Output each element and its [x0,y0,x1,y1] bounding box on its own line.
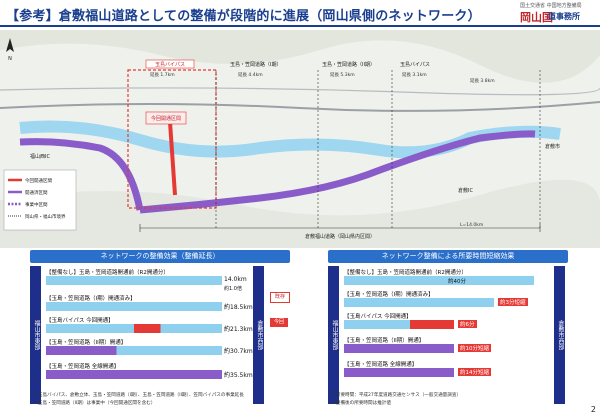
label-tamashima-box [145,59,195,69]
left-panel-side-text: 福山市東部 [33,320,40,350]
right-panel-side-right: 倉敷市西部 [554,266,565,404]
svg-text:N: N [8,56,12,62]
logo-main-text: 岡山国 [520,11,553,24]
right-row-4-label: 【玉島・笠岡道路 全線開通】 [344,362,418,368]
label-section-1-len: 延長 4.4km [238,71,263,78]
left-row-2-label: 【玉島バイパス 今回開通】 [46,318,114,324]
left-row-4-value: 約35.5km [224,372,253,379]
agency-logo: 国土交通省 中国地方整備局 岡山国 道事務所 [520,2,598,24]
badge-current: 今回 [270,318,288,327]
right-row-0-bar [344,276,534,285]
left-note-1: ※玉島・笠岡道路（II期）は事業中（今回開通区間を含む） [34,401,156,406]
right-row-2-label: 【玉島バイパス 今回開通】 [344,314,412,320]
existing-road-2 [0,87,600,96]
left-row-0-label: 【整備なし】玉島・笠岡道路開通前（R2開通分） [46,270,169,276]
logo-small-text: 国土交通省 中国地方整備局 [520,3,582,9]
right-panel-side: 福山市東部 [328,266,339,404]
right-panel-head: ネットワーク整備による所要時間短縮効果 [328,250,568,263]
left-row-1-bar [46,302,222,311]
red-callout [145,111,187,125]
right-row-3-value: 約10分短縮 [458,344,491,352]
left-panel-side-right: 倉敷市西部 [253,266,264,404]
left-note-0: ※玉島バイパス、倉敷立体、玉島・笠岡道路（I期）、玉島・笠岡道路（II期）、笠岡… [34,393,244,398]
right-row-4-value: 約14分短縮 [458,368,491,376]
title-bar: 【参考】倉敷福山道路としての整備が段階的に進展（岡山県側のネットワーク） [0,0,600,26]
label-hanagasaki: 延長 3.8km [470,77,495,84]
left-row-2-value: 約21.3km [224,326,253,333]
north-arrow-icon: N [6,38,14,62]
main-road-line [139,130,536,214]
right-row-1-label: 【玉島・笠岡道路（I期）開通済み】 [344,292,434,298]
left-row-4-label: 【玉島・笠岡道路 全線開通】 [46,364,120,370]
left-row-0-bar [46,276,222,285]
label-kurashiki-city: 倉敷市 [545,143,560,150]
left-row-3-value: 約30.7km [224,348,253,355]
legend-item-0: 今回開通区間 [25,177,52,184]
tamashima-bypass-red-route [168,121,177,196]
badge-existing: 既存 [270,292,290,303]
right-row-1-bar [344,298,494,307]
right-row-0-value: 約40分 [448,279,466,285]
right-note-1: ※整備後の所要時間は推計値 [332,401,391,406]
left-row-3-bar [46,346,222,355]
label-kurashiki-ic: 倉敷IC [458,187,473,194]
left-row-2-bar [46,324,222,333]
page-title: 【参考】倉敷福山道路としての整備が段階的に進展（岡山県側のネットワーク） [6,9,481,24]
label-tamashima-len: 延長 1.7km [150,71,175,78]
label-total-len: L=14.0km [460,222,483,228]
route-map: 今回開通区間 玉島バイパス 延長 1.7km 玉島・笠岡道路（I期） 延長 4.… [0,30,600,248]
legend-item-3: 岡山県・福山市境界 [25,213,66,220]
label-section-3-len: 延長 3.1km [402,71,427,78]
right-row-1-value: 約3分短縮 [498,298,528,306]
left-row-4-bar [46,370,222,379]
label-tamashima: 玉島バイパス [155,61,185,68]
right-note-0: ※所要時間：平成27年度道路交通センサス（一般交通量調査） [332,393,462,398]
right-panel: ネットワーク整備による所要時間短縮効果 福山市東部 倉敷市西部 【整備なし】玉島… [328,250,568,418]
right-row-3-bar [344,344,454,353]
legend-item-2: 事業中区間 [25,201,48,208]
right-row-0-label: 【整備なし】玉島・笠岡道路開通前（R2開通分） [344,270,467,276]
terrain-south [0,179,600,248]
left-panel-side-right-text: 倉敷市西部 [256,320,263,350]
left-row-1-value: 約18.5km [224,304,253,311]
label-total: 倉敷福山道路（岡山県内区間） [305,233,375,240]
left-panel-side: 福山市東部 [30,266,41,404]
right-row-2-value: 約6分 [458,320,477,328]
logo-sub-text: 道事務所 [548,12,580,21]
terrain-north [0,30,600,83]
main-road-west [19,138,144,211]
left-row-1-label: 【玉島・笠岡道路（I期）開通済み】 [46,296,136,302]
label-section-2-len: 延長 5.3km [330,71,355,78]
right-row-4-bar [344,368,454,377]
label-section-3: 玉島バイパス [400,61,430,68]
left-panel: ネットワークの整備効果（整備延長） 福山市東部 倉敷市西部 【整備なし】玉島・笠… [30,250,290,418]
right-row-2-bar [344,320,454,329]
red-callout-text: 今回開通区間 [151,115,181,122]
left-row-0-value: 14.0km [224,276,247,283]
right-panel-side-text: 福山市東部 [331,320,338,350]
label-section-1: 玉島・笠岡道路（I期） [230,61,281,68]
map-legend: 今回開通区間 開通済区間 事業中区間 岡山県・福山市境界 [3,169,77,231]
legend-item-1: 開通済区間 [25,189,48,196]
left-row-0-sub: 約1.0倍 [224,286,242,292]
left-panel-head: ネットワークの整備効果（整備延長） [30,250,290,263]
left-row-3-label: 【玉島・笠岡道路（II期）開通】 [46,340,127,346]
page-number: 2 [590,405,596,414]
right-panel-side-right-text: 倉敷市西部 [557,320,564,350]
title-rule [0,25,600,27]
label-fukuyama-ic: 福山西IC [30,153,50,160]
right-row-3-label: 【玉島・笠岡道路（II期）開通】 [344,338,425,344]
existing-road-1 [0,101,600,112]
label-section-2: 玉島・笠岡道路（II期） [322,61,375,68]
